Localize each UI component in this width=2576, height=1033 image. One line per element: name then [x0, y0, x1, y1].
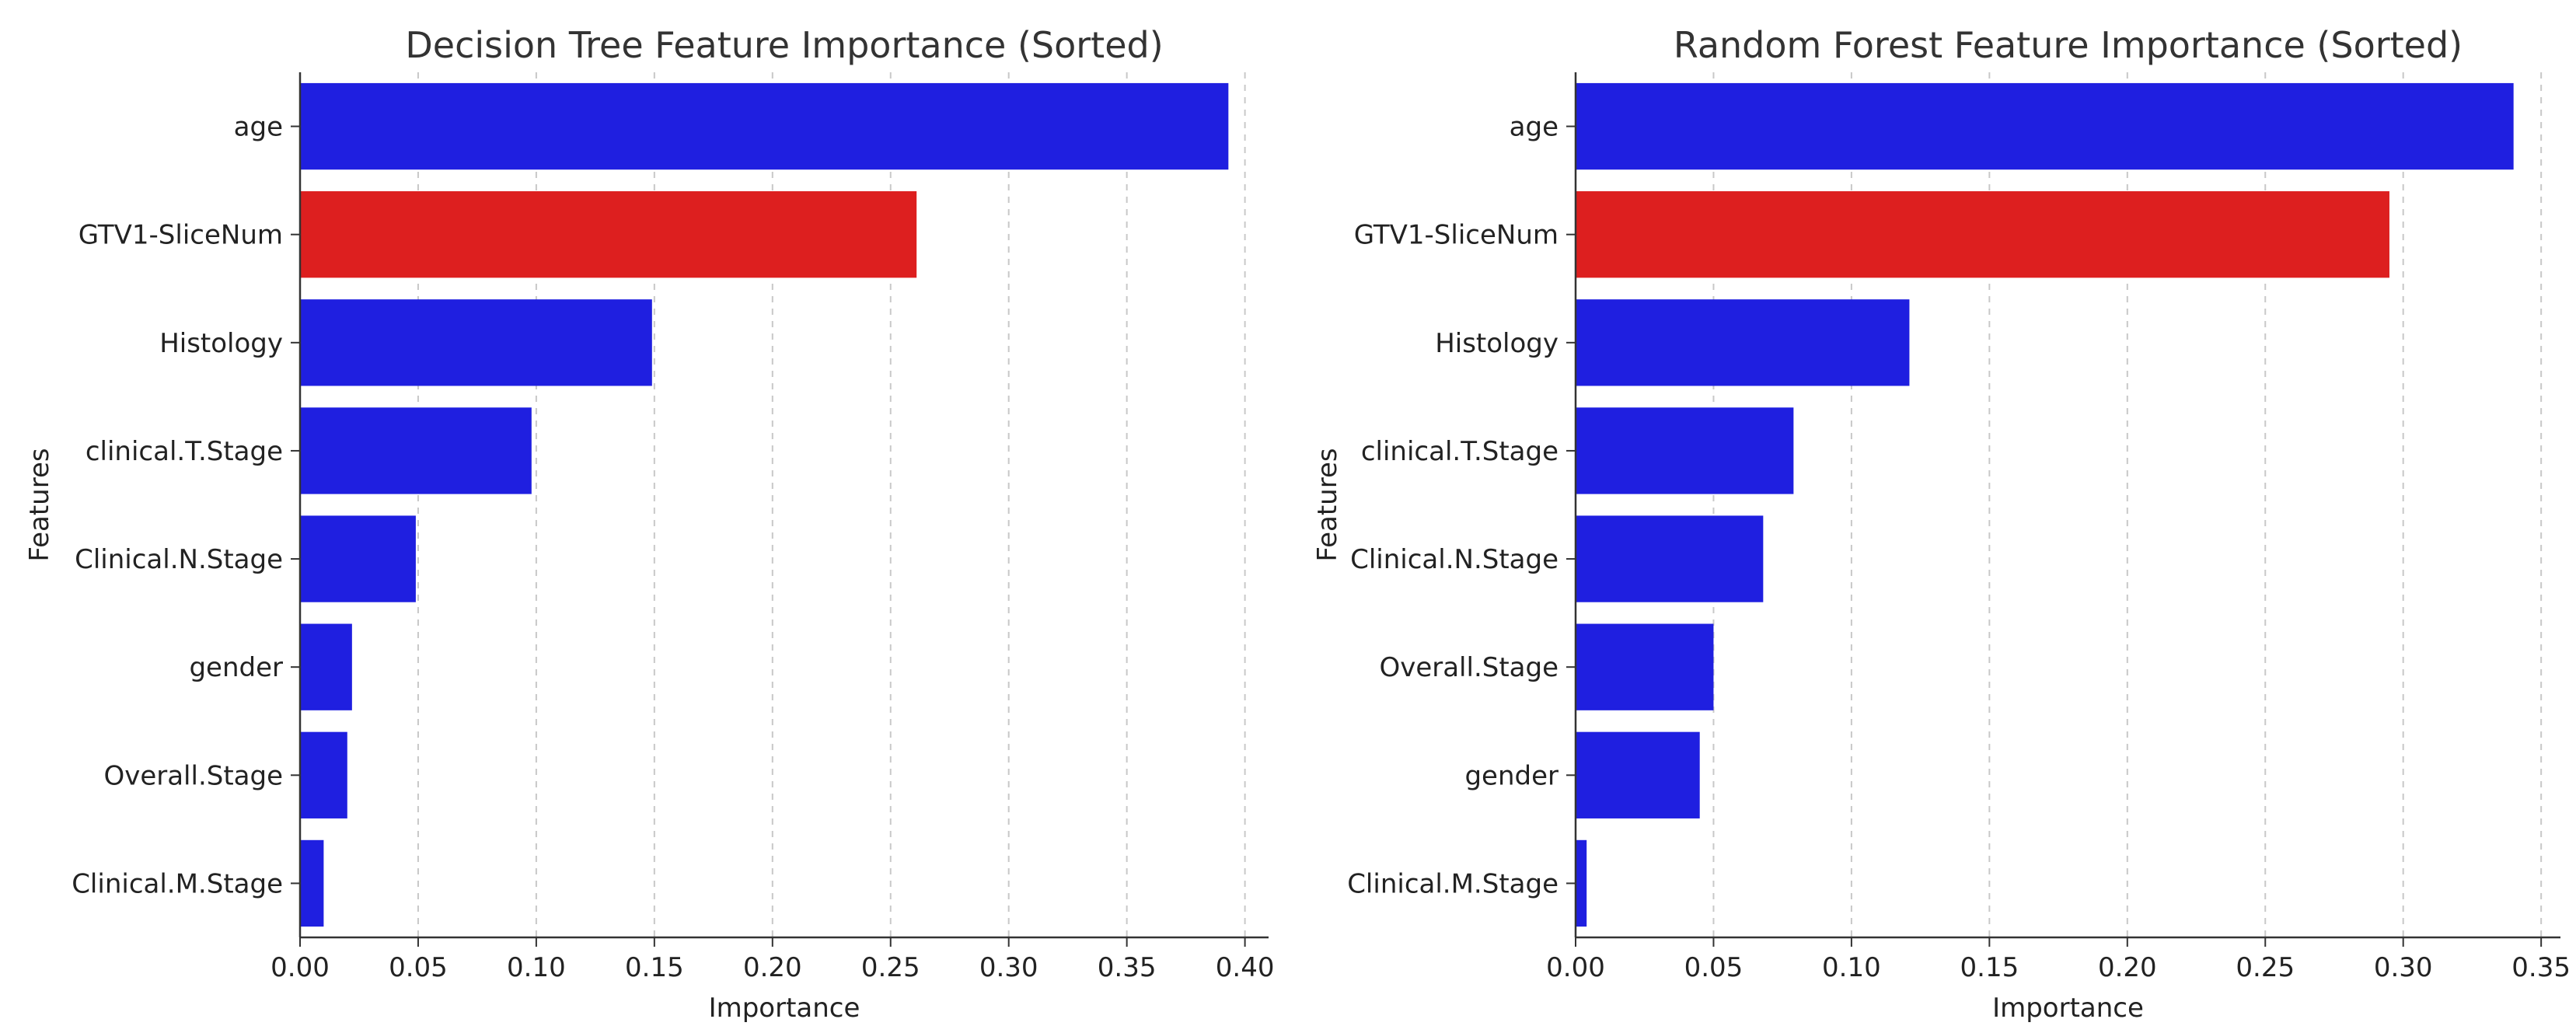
bar [300, 515, 416, 602]
x-tick-label: 0.05 [389, 952, 448, 983]
bar [300, 623, 352, 710]
x-tick-label: 0.25 [2236, 952, 2295, 983]
category-label: Clinical.M.Stage [72, 868, 283, 899]
y-axis-label: Features [24, 448, 55, 561]
x-tick-label: 0.10 [1822, 952, 1881, 983]
chart-title: Random Forest Feature Importance (Sorted… [1674, 24, 2463, 66]
category-label: clinical.T.Stage [86, 436, 283, 467]
category-label: gender [1464, 760, 1559, 791]
bar [300, 731, 347, 818]
category-label: Clinical.M.Stage [1347, 868, 1559, 899]
bar [300, 839, 324, 927]
category-label: clinical.T.Stage [1361, 436, 1559, 467]
bar [1576, 407, 1794, 494]
category-label: age [1510, 112, 1559, 143]
bar [300, 299, 652, 386]
x-axis-label: Importance [1992, 993, 2144, 1024]
x-tick-label: 0.30 [2374, 952, 2433, 983]
category-label: Histology [159, 328, 283, 359]
category-label: GTV1-SliceNum [79, 220, 283, 251]
x-tick-label: 0.35 [2511, 952, 2571, 983]
bar [300, 407, 532, 494]
x-tick-label: 0.40 [1216, 952, 1275, 983]
bar [1576, 299, 1910, 386]
x-tick-label: 0.15 [1960, 952, 2019, 983]
category-label: Overall.Stage [1379, 652, 1559, 683]
category-label: age [234, 112, 283, 143]
bar [300, 191, 917, 278]
bar [1576, 839, 1587, 927]
x-tick-label: 0.25 [861, 952, 920, 983]
category-label: GTV1-SliceNum [1354, 220, 1559, 251]
x-tick-label: 0.35 [1098, 952, 1157, 983]
bar [1576, 191, 2389, 278]
bar [1576, 623, 1714, 710]
x-tick-label: 0.20 [743, 952, 802, 983]
category-label: Clinical.N.Stage [75, 544, 283, 575]
category-label: gender [189, 652, 283, 683]
x-tick-label: 0.30 [979, 952, 1038, 983]
bar [300, 82, 1229, 170]
x-tick-label: 0.00 [271, 952, 330, 983]
category-label: Clinical.N.Stage [1350, 544, 1559, 575]
x-tick-label: 0.10 [507, 952, 566, 983]
x-axis-label: Importance [709, 993, 860, 1024]
category-label: Overall.Stage [103, 760, 283, 791]
x-tick-label: 0.15 [625, 952, 684, 983]
bar [1576, 731, 1700, 818]
x-tick-label: 0.05 [1684, 952, 1744, 983]
category-label: Histology [1435, 328, 1559, 359]
random-forest-chart: Random Forest Feature Importance (Sorted… [1312, 24, 2571, 1024]
bar [1576, 82, 2514, 170]
y-axis-label: Features [1312, 448, 1343, 561]
x-tick-label: 0.00 [1546, 952, 1605, 983]
decision-tree-chart: Decision Tree Feature Importance (Sorted… [24, 24, 1275, 1024]
x-tick-label: 0.20 [2098, 952, 2157, 983]
bar [1576, 515, 1764, 602]
chart-title: Decision Tree Feature Importance (Sorted… [405, 24, 1163, 66]
